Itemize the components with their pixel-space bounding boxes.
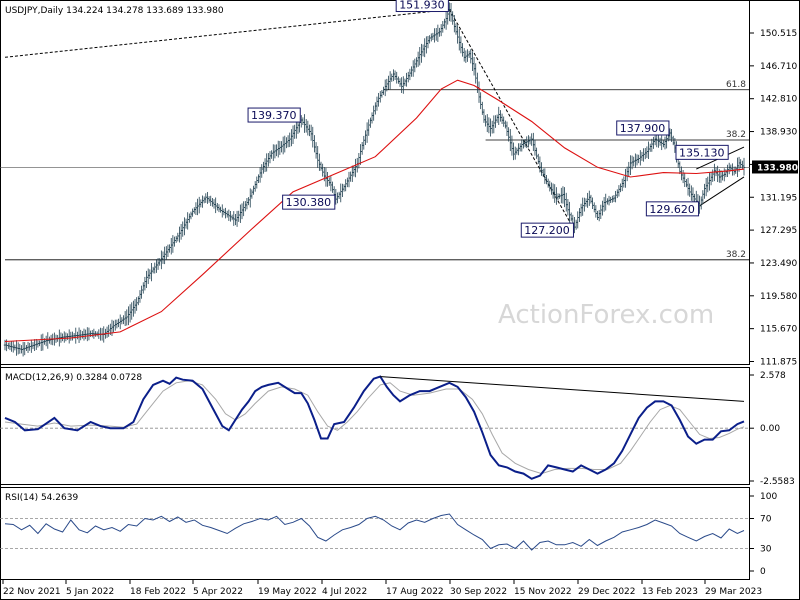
price-label: 129.620 xyxy=(645,201,700,217)
fib-label-2: 38.2 xyxy=(726,250,746,260)
macd-tick-label: 0.00 xyxy=(760,424,780,434)
price-label-box xyxy=(616,120,670,136)
macd-panel xyxy=(0,375,750,480)
price-label-text: 135.130 xyxy=(679,146,725,159)
price-label-box xyxy=(282,194,336,210)
price-label-text: 130.380 xyxy=(286,196,332,209)
current-price-text: 133.980 xyxy=(757,163,798,173)
rsi-tick-label: 0 xyxy=(760,567,766,577)
price-tick-label: 111.875 xyxy=(760,358,797,368)
price-label: 137.900 xyxy=(616,120,670,136)
price-label-text: 151.930 xyxy=(399,0,445,12)
price-label: 151.930 xyxy=(395,0,449,13)
candle xyxy=(742,157,746,176)
price-tick-label: 138.930 xyxy=(760,128,797,138)
watermark: ActionForex.com xyxy=(498,300,714,330)
fib-label-1: 38.2 xyxy=(726,130,746,140)
macd-trend-line xyxy=(380,376,745,402)
price-label-box xyxy=(395,0,449,13)
price-label-text: 127.200 xyxy=(524,224,570,237)
date-tick-label: 29 Mar 2023 xyxy=(705,587,762,597)
price-label-text: 137.900 xyxy=(620,122,666,135)
date-tick-label: 17 Aug 2022 xyxy=(386,587,444,597)
date-tick-label: 19 May 2022 xyxy=(258,587,317,597)
rsi-tick-label: 100 xyxy=(760,492,777,502)
price-panel: 61.8 38.2 38.2 151.930 139.370 130.380 137.900… xyxy=(0,0,750,357)
price-tick-label: 131.195 xyxy=(760,193,797,203)
date-tick-label: 30 Sep 2022 xyxy=(450,587,507,597)
rsi-panel-frame xyxy=(0,487,750,580)
price-label: 135.130 xyxy=(675,144,729,160)
price-tick-label: 150.515 xyxy=(760,29,797,39)
price-tick-label: 127.295 xyxy=(760,226,797,236)
rsi-line xyxy=(4,513,745,551)
price-panel-frame xyxy=(0,0,750,365)
price-header: USDJPY,Daily 134.224 134.278 133.689 133… xyxy=(5,6,224,16)
price-label-text: 129.620 xyxy=(649,203,695,216)
date-tick-label: 22 Nov 2021 xyxy=(3,587,61,597)
price-tick-label: 142.810 xyxy=(760,95,797,105)
rsi-panel xyxy=(0,513,750,551)
date-tick-label: 5 Apr 2022 xyxy=(193,587,243,597)
price-label-box xyxy=(675,144,729,160)
trend-line-2 xyxy=(699,176,745,207)
rsi-tick-label: 30 xyxy=(760,545,772,555)
price-label: 139.370 xyxy=(247,107,301,123)
current-price-tag: 133.980 xyxy=(752,160,798,174)
macd-tick-label: -2.5583 xyxy=(760,477,795,487)
rsi-tick-label: 70 xyxy=(760,515,772,525)
fib-label-0: 61.8 xyxy=(726,80,746,90)
date-tick-label: 5 Jan 2022 xyxy=(66,587,114,597)
price-label: 130.380 xyxy=(282,194,336,210)
rsi-header: RSI(14) 54.2639 xyxy=(5,493,78,503)
date-tick-label: 15 Nov 2022 xyxy=(514,587,572,597)
price-tick-label: 119.580 xyxy=(760,292,797,302)
price-label-box xyxy=(645,201,700,217)
price-label-text: 139.370 xyxy=(251,109,297,122)
price-tick-label: 115.670 xyxy=(760,325,797,335)
price-tick-label: 123.490 xyxy=(760,259,797,269)
macd-line xyxy=(4,375,745,480)
moving-average-line xyxy=(4,79,745,343)
macd-panel-frame xyxy=(0,367,750,485)
trend-line-1 xyxy=(448,9,574,228)
date-tick-label: 18 Feb 2022 xyxy=(130,587,186,597)
current-price-box xyxy=(752,160,798,174)
macd-header: MACD(12,26,9) 0.3284 0.0728 xyxy=(5,373,142,383)
price-label-box xyxy=(247,107,301,123)
price-tick-label: 146.710 xyxy=(760,62,797,72)
date-tick-label: 4 Jul 2022 xyxy=(322,587,367,597)
price-label-box xyxy=(520,222,574,238)
axes: 150.515146.710142.810138.930135.105131.1… xyxy=(2,29,798,597)
trend-line-0 xyxy=(4,9,450,58)
price-label: 127.200 xyxy=(520,222,574,238)
date-tick-label: 29 Dec 2022 xyxy=(578,587,636,597)
macd-signal-line xyxy=(4,380,745,475)
macd-tick-label: 2.578 xyxy=(760,371,786,381)
date-tick-label: 13 Feb 2023 xyxy=(642,587,698,597)
